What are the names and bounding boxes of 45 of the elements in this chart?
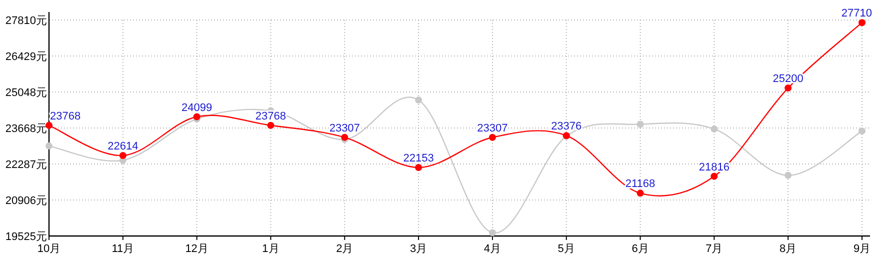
y-tick-label: 26429元 <box>5 51 47 64</box>
x-tick-label: 12月 <box>185 243 208 255</box>
x-tick-label: 3月 <box>410 243 428 255</box>
x-tick-label: 1月 <box>262 243 280 255</box>
point <box>119 152 126 159</box>
y-tick-label: 19525元 <box>5 231 47 243</box>
y-tick-label: 22287元 <box>5 158 47 171</box>
data-label: 27710 <box>841 8 872 20</box>
x-tick-label: 6月 <box>632 243 649 255</box>
point <box>46 142 52 150</box>
point <box>858 19 866 26</box>
x-tick-label: 7月 <box>706 243 723 255</box>
point <box>636 120 644 128</box>
y-tick-label: 23668元 <box>5 122 47 135</box>
x-tick-label: 2月 <box>336 243 354 255</box>
data-label: 23376 <box>551 120 582 133</box>
point <box>415 164 422 171</box>
point <box>784 172 792 179</box>
point <box>488 229 496 236</box>
y-tick-label: 27810元 <box>5 15 47 27</box>
point <box>710 172 718 180</box>
data-label: 24099 <box>182 102 212 114</box>
data-label: 23768 <box>255 110 286 122</box>
data-label: 23768 <box>50 110 81 122</box>
point <box>636 190 644 197</box>
point <box>415 96 422 104</box>
y-tick-label: 25048元 <box>5 87 47 100</box>
data-label: 22153 <box>403 152 434 164</box>
point <box>488 134 496 141</box>
x-tick-label: 5月 <box>558 243 575 255</box>
point <box>710 125 718 132</box>
data-label: 21168 <box>625 178 656 190</box>
point <box>267 122 274 129</box>
x-tick-label: 9月 <box>853 243 871 255</box>
x-tick-label: 10月 <box>37 243 61 255</box>
y-tick-label: 20906元 <box>5 194 47 207</box>
point <box>193 113 200 120</box>
point <box>784 84 792 92</box>
x-tick-label: 11月 <box>112 243 134 255</box>
data-label: 22614 <box>108 140 138 152</box>
point <box>858 128 866 135</box>
x-tick-label: 4月 <box>484 243 502 255</box>
data-label: 23307 <box>477 122 508 134</box>
x-tick-label: 8月 <box>780 243 797 255</box>
data-label: 23307 <box>329 122 360 134</box>
